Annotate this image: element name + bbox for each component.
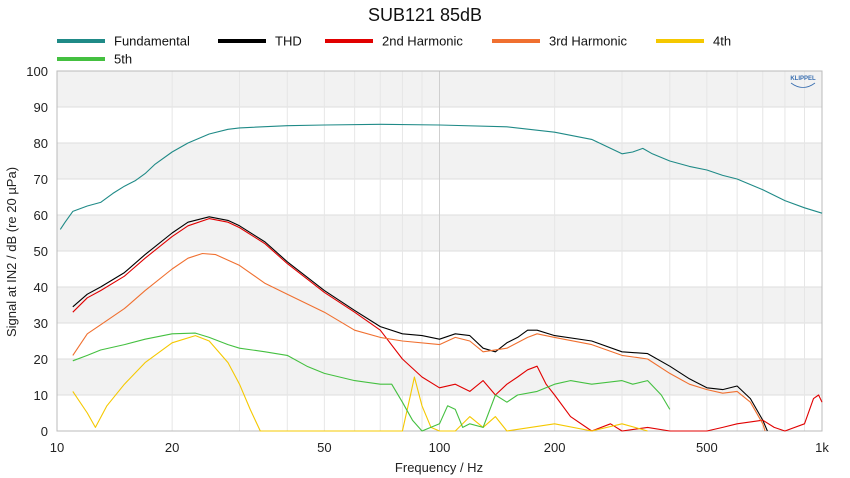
y-axis-label: Signal at IN2 / dB (re 20 µPa) [4, 167, 19, 337]
series-line-4th [72, 335, 648, 432]
y-tick-label: 50 [34, 244, 48, 259]
series-line-5th [72, 332, 671, 432]
y-tick-label: 100 [26, 64, 48, 79]
x-tick-label: 50 [317, 440, 331, 455]
x-tick-label: 20 [165, 440, 179, 455]
series-line-2nd-harmonic [72, 218, 823, 432]
legend: Fundamental THD 2nd Harmonic 3rd Harmonic 4t… [57, 34, 731, 67]
logo-text: KLIPPEL [790, 76, 816, 82]
legend-label-fundamental: Fundamental [114, 34, 190, 49]
klippel-logo: KLIPPEL [790, 76, 816, 88]
x-tick-label: 1k [815, 440, 829, 455]
x-tick-labels: 10 20 50 100 200 500 1k [50, 440, 830, 455]
y-tick-label: 70 [34, 172, 48, 187]
series-lines [59, 123, 823, 432]
y-tick-label: 0 [41, 424, 48, 439]
series-line-3rd-harmonic [72, 252, 766, 432]
logo-arc-icon [790, 82, 816, 88]
y-tick-labels: 0 10 20 30 40 50 60 70 80 90 100 [26, 64, 48, 439]
y-tick-label: 40 [34, 280, 48, 295]
y-tick-label: 30 [34, 316, 48, 331]
legend-label-4th: 4th [713, 34, 731, 49]
legend-label-5th: 5th [114, 52, 132, 67]
x-tick-label: 200 [544, 440, 566, 455]
chart-title: SUB121 85dB [368, 5, 482, 25]
y-tick-label: 80 [34, 136, 48, 151]
y-tick-label: 20 [34, 352, 48, 367]
y-tick-label: 10 [34, 388, 48, 403]
legend-label-thd: THD [275, 34, 302, 49]
series-line-thd [72, 216, 768, 432]
x-tick-label: 500 [696, 440, 718, 455]
x-axis-label: Frequency / Hz [395, 460, 483, 475]
series-line-fundamental [59, 123, 823, 230]
legend-label-2nd-harmonic: 2nd Harmonic [382, 34, 463, 49]
legend-label-3rd-harmonic: 3rd Harmonic [549, 34, 628, 49]
y-tick-label: 90 [34, 100, 48, 115]
y-tick-label: 60 [34, 208, 48, 223]
x-tick-label: 10 [50, 440, 64, 455]
x-tick-label: 100 [429, 440, 451, 455]
